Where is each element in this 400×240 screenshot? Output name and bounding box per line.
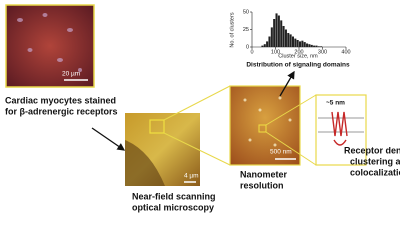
bar [299, 41, 302, 47]
arrow [279, 70, 295, 97]
bar [282, 26, 285, 47]
bar [306, 43, 309, 47]
x-tick-label: 100 [271, 49, 280, 55]
caption: optical microscopy [132, 202, 214, 212]
shadow [125, 140, 165, 186]
bar [301, 40, 304, 47]
caption: colocalization [350, 167, 400, 177]
bar [320, 46, 323, 47]
y-tick-label: 50 [243, 9, 249, 15]
bar [289, 34, 292, 47]
bar [266, 41, 269, 47]
bar [277, 15, 280, 47]
x-tick-label: 400 [341, 49, 350, 55]
caption: clustering and [350, 156, 400, 166]
bar [270, 27, 273, 47]
bar [275, 13, 278, 47]
bar [284, 29, 287, 47]
bar [294, 38, 297, 47]
caption: Cardiac myocytes stained [5, 95, 116, 105]
x-axis-label: Cluster size, nm [278, 53, 318, 59]
arrow [91, 127, 126, 151]
caption: resolution [240, 180, 284, 190]
x-tick-label: 0 [250, 49, 253, 55]
bar [303, 42, 306, 47]
bar [263, 44, 266, 47]
x-tick-label: 300 [318, 49, 327, 55]
bar [310, 44, 313, 47]
figure: 20 µm Cardiac myocytes stained for β-adr… [5, 4, 400, 212]
scale-label: 4 µm [184, 173, 199, 180]
caption: Receptor density, [344, 145, 400, 155]
y-tick-label: 0 [246, 44, 249, 50]
chart-title: Distribution of signaling domains [246, 62, 350, 69]
histogram: No. of clusters Cluster size, nm Distrib… [229, 9, 350, 68]
myocyte-image [5, 4, 95, 88]
bar [313, 45, 316, 47]
x-tick-label: 200 [294, 49, 303, 55]
y-axis-label: No. of clusters [229, 12, 235, 47]
scale-label: 500 nm [270, 149, 292, 156]
receptor [331, 111, 348, 146]
zoom-lines [265, 94, 317, 166]
zoom-box [258, 124, 267, 133]
bar [308, 44, 311, 47]
zoom-lines [163, 85, 231, 166]
zoom-box [149, 119, 165, 134]
scale-label: 20 µm [62, 71, 80, 78]
bar [268, 36, 271, 47]
caption: Nanometer [240, 169, 288, 179]
membrane-image [315, 94, 367, 166]
bar [273, 19, 276, 47]
bar [261, 45, 264, 47]
caption: for β-adrenergic receptors [5, 106, 118, 116]
scale-label: ~5 nm [326, 100, 345, 107]
bar [291, 36, 294, 47]
y-tick-label: 25 [243, 27, 249, 33]
bar [315, 45, 318, 47]
bar [287, 33, 290, 47]
bar [296, 40, 299, 47]
bar [280, 20, 283, 47]
clusters [243, 96, 292, 147]
cell-nuclei [17, 13, 82, 72]
bar [317, 46, 320, 47]
caption: Near-field scanning [132, 191, 216, 201]
